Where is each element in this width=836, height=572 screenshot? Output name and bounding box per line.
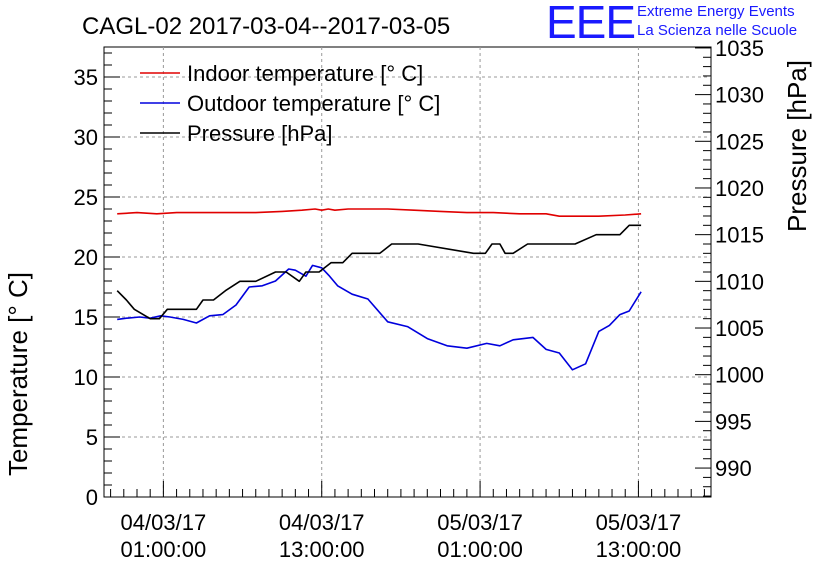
y-tick-label: 30 (74, 125, 98, 150)
y-tick-label: 15 (74, 305, 98, 330)
y2-tick-label: 1000 (715, 363, 764, 388)
x-tick-label-time: 13:00:00 (596, 537, 682, 562)
y-tick-label: 35 (74, 65, 98, 90)
pressure-axis: 990 995 1000 1005 1010 1015 1020 1025 1030 1035 (695, 36, 764, 497)
y2-tick-label: 1035 (715, 36, 764, 61)
y2-axis-label: Pressure [hPa] (782, 60, 812, 232)
legend-label-1: Indoor temperature [° C] (187, 61, 423, 86)
x-tick-label-date: 04/03/17 (121, 510, 207, 535)
y-tick-label: 5 (86, 425, 98, 450)
time-axis: 04/03/1701:00:0004/03/1713:00:0005/03/17… (110, 481, 705, 562)
eee-logo: EEE (546, 0, 636, 48)
y2-tick-label: 1005 (715, 316, 764, 341)
x-tick-label-time: 01:00:00 (121, 537, 207, 562)
y-tick-label: 20 (74, 245, 98, 270)
legend-label-2: Outdoor temperature [° C] (187, 91, 440, 116)
y-axis-label: Temperature [° C] (3, 272, 33, 476)
y2-tick-label: 1030 (715, 83, 764, 108)
y2-tick-label: 990 (715, 456, 752, 481)
x-tick-label-date: 05/03/17 (596, 510, 682, 535)
series-line-2 (117, 264, 642, 371)
grid (104, 47, 711, 497)
x-tick-label-time: 01:00:00 (437, 537, 523, 562)
legend-label-3: Pressure [hPa] (187, 121, 333, 146)
y2-tick-label: 1020 (715, 176, 764, 201)
series-line-1 (117, 208, 642, 217)
series-line-3 (116, 224, 642, 320)
logo-line-2: La Scienza nelle Scuole (637, 22, 798, 39)
y-tick-label: 10 (74, 365, 98, 390)
y2-tick-label: 995 (715, 409, 752, 434)
temperature-axis: 0 5 10 15 20 25 30 35 (74, 52, 120, 510)
y2-tick-label: 1015 (715, 223, 764, 248)
x-tick-label-date: 05/03/17 (437, 510, 523, 535)
y2-tick-label: 1025 (715, 129, 764, 154)
chart-title: CAGL-02 2017-03-04--2017-03-05 (82, 13, 450, 40)
x-tick-label-time: 13:00:00 (279, 537, 365, 562)
x-tick-label-date: 04/03/17 (279, 510, 365, 535)
y-tick-label: 25 (74, 185, 98, 210)
logo-line-1: Extreme Energy Events (637, 3, 795, 20)
legend: Indoor temperature [° C] Outdoor temperat… (140, 61, 440, 146)
y2-tick-label: 1010 (715, 269, 764, 294)
y-tick-label: 0 (86, 485, 98, 510)
series-layer (116, 208, 642, 371)
